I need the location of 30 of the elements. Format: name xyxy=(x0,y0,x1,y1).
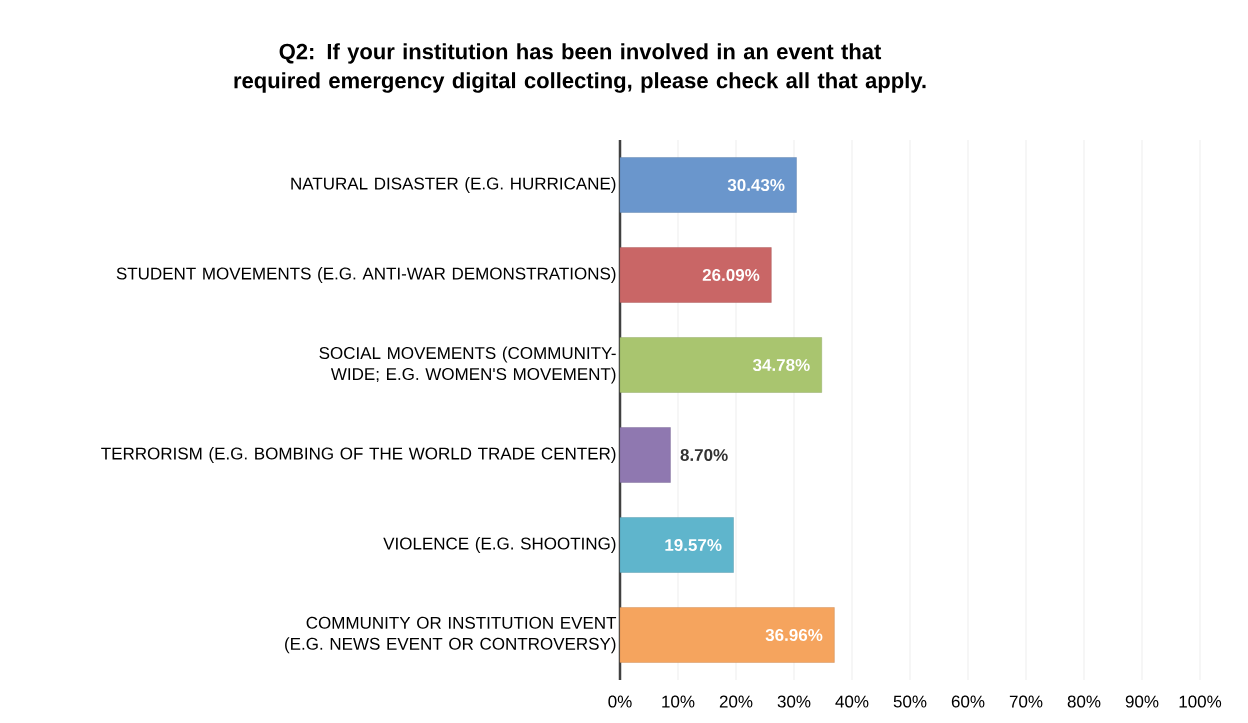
x-tick-label: 0% xyxy=(608,695,632,708)
x-tick-label: 30% xyxy=(777,695,811,708)
y-tick-label: SOCIAL MOVEMENTS (COMMUNITY-WIDE; E.G. WOMEN'S MOVEMENT) xyxy=(319,346,616,384)
y-tick-label: TERRORISM (E.G. BOMBING OF THE WORLD TRADE CENTER) xyxy=(101,447,616,463)
chart-title: Q2: If your institution has been involved in an event that required emergency digital collecting, please check all that apply. xyxy=(234,43,926,93)
x-tick-label: 10% xyxy=(662,695,695,708)
y-tick-label: STUDENT MOVEMENTS (E.G. ANTI-WAR DEMONSTRATIONS) xyxy=(116,267,616,283)
x-tick-label: 20% xyxy=(719,695,753,708)
x-tick-label: 60% xyxy=(951,695,985,708)
x-tick-label: 90% xyxy=(1125,695,1159,708)
data-label: 34.78% xyxy=(752,358,810,372)
bar xyxy=(619,157,797,213)
x-tick-label: 40% xyxy=(835,695,869,708)
x-tick-label: 100% xyxy=(1179,695,1222,708)
data-label: 19.57% xyxy=(665,538,722,552)
data-label: 8.70% xyxy=(680,448,728,462)
bar xyxy=(619,247,772,303)
y-tick-label: NATURAL DISASTER (E.G. HURRICANE) xyxy=(291,177,616,193)
data-label: 36.96% xyxy=(765,628,823,642)
data-label: 30.43% xyxy=(727,178,785,192)
data-label: 26.09% xyxy=(702,268,760,282)
y-tick-label: COMMUNITY OR INSTITUTION EVENT (E.G. NEWS EVENT OR CONTROVERSY) xyxy=(285,616,617,654)
x-tick-label: 50% xyxy=(893,695,927,708)
x-tick-label: 70% xyxy=(1009,695,1043,708)
x-tick-label: 80% xyxy=(1067,695,1101,708)
bar xyxy=(619,337,822,393)
bar xyxy=(619,607,835,663)
y-tick-label: VIOLENCE (E.G. SHOOTING) xyxy=(383,537,616,553)
bar xyxy=(619,517,734,573)
bar xyxy=(619,427,671,483)
